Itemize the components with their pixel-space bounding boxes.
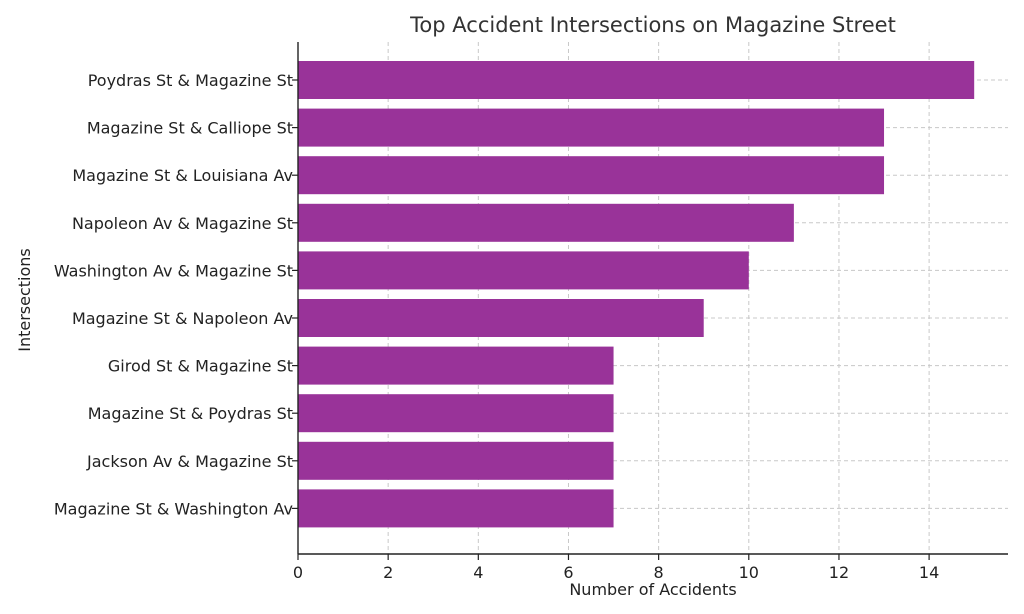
x-tick-label: 10 xyxy=(739,563,759,582)
x-axis: 0 2 4 6 8 10 12 14 xyxy=(293,553,1008,582)
y-tick-label: Girod St & Magazine St xyxy=(108,357,293,376)
x-axis-label: Number of Accidents xyxy=(569,580,736,599)
y-tick-label: Magazine St & Washington Av xyxy=(54,499,293,518)
x-tick-label: 0 xyxy=(293,563,303,582)
chart-title: Top Accident Intersections on Magazine S… xyxy=(409,13,896,37)
bar xyxy=(298,489,614,528)
y-tick-label: Magazine St & Louisiana Av xyxy=(72,166,293,185)
y-axis: Poydras St & Magazine St Magazine St & Ca… xyxy=(54,42,299,554)
bars xyxy=(298,61,975,528)
bar xyxy=(298,61,975,99)
bar xyxy=(298,251,749,290)
x-tick-label: 14 xyxy=(919,563,939,582)
bar xyxy=(298,299,704,337)
y-tick-label: Magazine St & Poydras St xyxy=(88,404,293,423)
y-tick-label: Napoleon Av & Magazine St xyxy=(72,214,293,233)
bar xyxy=(298,394,614,433)
x-tick-label: 2 xyxy=(383,563,393,582)
bar xyxy=(298,108,885,147)
bar xyxy=(298,346,614,385)
x-tick-label: 8 xyxy=(654,563,664,582)
bar xyxy=(298,156,885,195)
bar xyxy=(298,441,614,480)
y-tick-label: Magazine St & Napoleon Av xyxy=(72,309,293,328)
y-tick-label: Poydras St & Magazine St xyxy=(88,71,293,90)
x-tick-label: 4 xyxy=(473,563,483,582)
y-tick-label: Washington Av & Magazine St xyxy=(54,261,293,280)
x-tick-label: 12 xyxy=(829,563,849,582)
y-tick-label: Magazine St & Calliope St xyxy=(87,119,293,138)
y-axis-label: Intersections xyxy=(15,248,34,352)
x-tick-label: 6 xyxy=(563,563,573,582)
y-tick-label: Jackson Av & Magazine St xyxy=(86,452,293,471)
bar xyxy=(298,203,794,242)
